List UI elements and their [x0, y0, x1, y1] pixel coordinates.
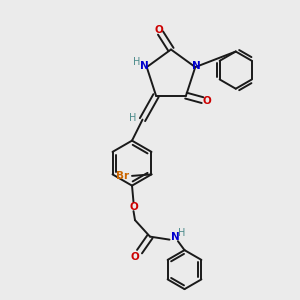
Text: N: N — [170, 232, 179, 242]
Text: H: H — [133, 57, 140, 67]
Text: Br: Br — [116, 171, 130, 181]
Text: H: H — [129, 113, 137, 123]
Text: H: H — [178, 228, 186, 238]
Text: O: O — [202, 96, 211, 106]
Text: N: N — [192, 61, 201, 70]
Text: O: O — [129, 202, 138, 212]
Text: O: O — [130, 252, 139, 262]
Text: N: N — [140, 61, 149, 70]
Text: O: O — [154, 25, 163, 35]
